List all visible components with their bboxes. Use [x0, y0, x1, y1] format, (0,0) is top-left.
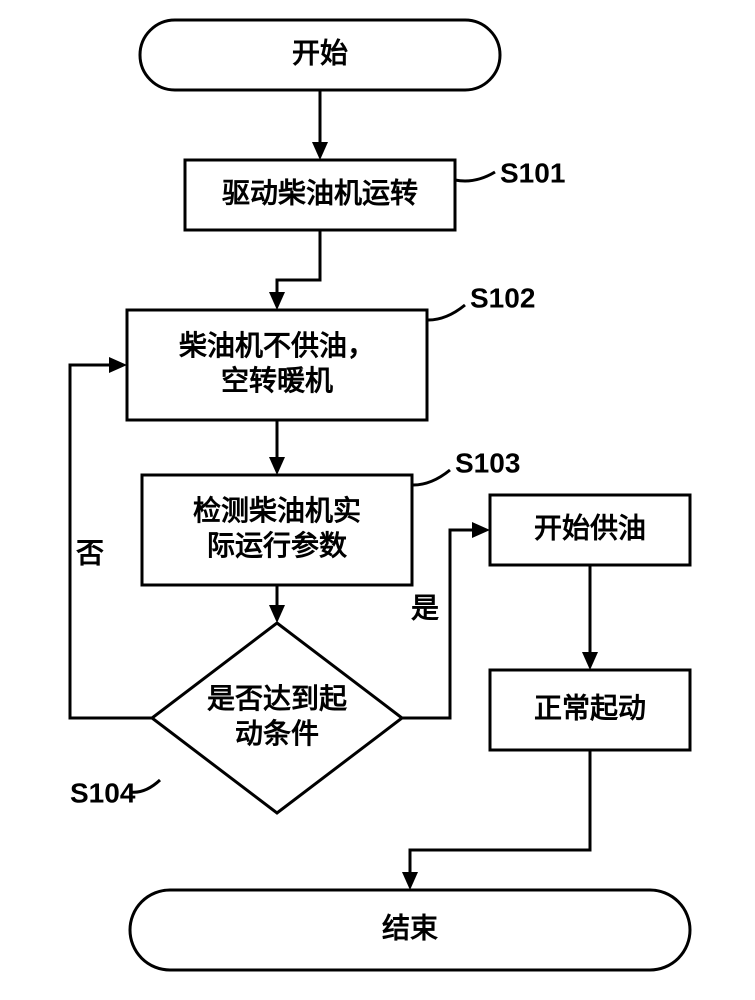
node-s102: 柴油机不供油，空转暖机 S102 — [127, 282, 535, 420]
node-s102-label-tail — [427, 305, 465, 320]
node-s102-text-0: 柴油机不供油， — [179, 330, 375, 361]
node-supply-text-0: 开始供油 — [534, 512, 646, 543]
node-s101-label-tail — [455, 172, 495, 181]
node-end: 结束 — [130, 890, 690, 970]
node-s102-step-label: S102 — [470, 282, 535, 313]
node-supply: 开始供油 — [490, 495, 690, 565]
node-s101: 驱动柴油机运转 S101 — [185, 157, 565, 230]
edge-s101-s102 — [277, 230, 320, 300]
node-s103-text-0: 检测柴油机实 — [193, 494, 361, 526]
node-start: 开始 — [140, 20, 500, 90]
node-normal: 正常起动 — [490, 670, 690, 750]
node-s101-text-0: 驱动柴油机运转 — [222, 177, 418, 208]
edge-label-s104-s102: 否 — [76, 537, 104, 568]
node-s102-text-1: 空转暖机 — [221, 364, 333, 396]
node-normal-text-0: 正常起动 — [534, 692, 646, 723]
node-s104-text-1: 动条件 — [235, 718, 319, 749]
node-end-text-0: 结束 — [382, 912, 438, 943]
edge-normal-end — [410, 750, 590, 880]
node-s103-step-label: S103 — [455, 447, 520, 478]
edge-s104-supply — [402, 530, 480, 718]
node-s103-text-1: 际运行参数 — [207, 529, 348, 561]
node-s103-label-tail — [412, 470, 450, 485]
flowchart-canvas: 否是 开始驱动柴油机运转 S101 柴油机不供油，空转暖机 S102 检测柴油机实际运行参… — [0, 0, 755, 1000]
edge-label-s104-supply: 是 — [411, 592, 439, 623]
node-s104-step-label: S104 — [70, 777, 136, 808]
nodes-layer: 开始驱动柴油机运转 S101 柴油机不供油，空转暖机 S102 检测柴油机实际运行参数 S… — [70, 20, 690, 970]
node-s101-step-label: S101 — [500, 157, 565, 188]
node-start-text-0: 开始 — [292, 37, 348, 68]
node-s103: 检测柴油机实际运行参数 S103 — [142, 447, 520, 585]
node-s104-text-0: 是否达到起 — [207, 683, 348, 714]
